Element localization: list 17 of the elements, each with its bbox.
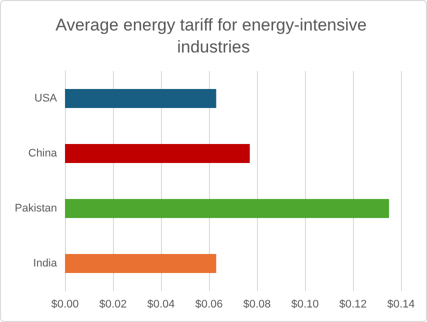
x-tick-label: $0.14 xyxy=(387,298,415,310)
y-tick-label: India xyxy=(33,258,58,270)
x-tick-label: $0.06 xyxy=(195,298,223,310)
x-tick-label: $0.00 xyxy=(51,298,79,310)
bar xyxy=(65,254,216,273)
bar xyxy=(65,89,216,108)
chart-title: Average energy tariff for energy-intensive industries xyxy=(56,16,372,56)
x-tick-label: $0.10 xyxy=(291,298,319,310)
y-tick-label: Pakistan xyxy=(14,202,57,214)
y-tick-label: China xyxy=(28,148,58,160)
bar xyxy=(65,199,389,218)
x-tick-label: $0.08 xyxy=(243,298,271,310)
x-tick-label: $0.02 xyxy=(99,298,127,310)
bar xyxy=(65,144,250,163)
x-tick-label: $0.12 xyxy=(339,298,367,310)
y-tick-label: USA xyxy=(34,92,58,104)
x-tick-label: $0.04 xyxy=(147,298,175,310)
